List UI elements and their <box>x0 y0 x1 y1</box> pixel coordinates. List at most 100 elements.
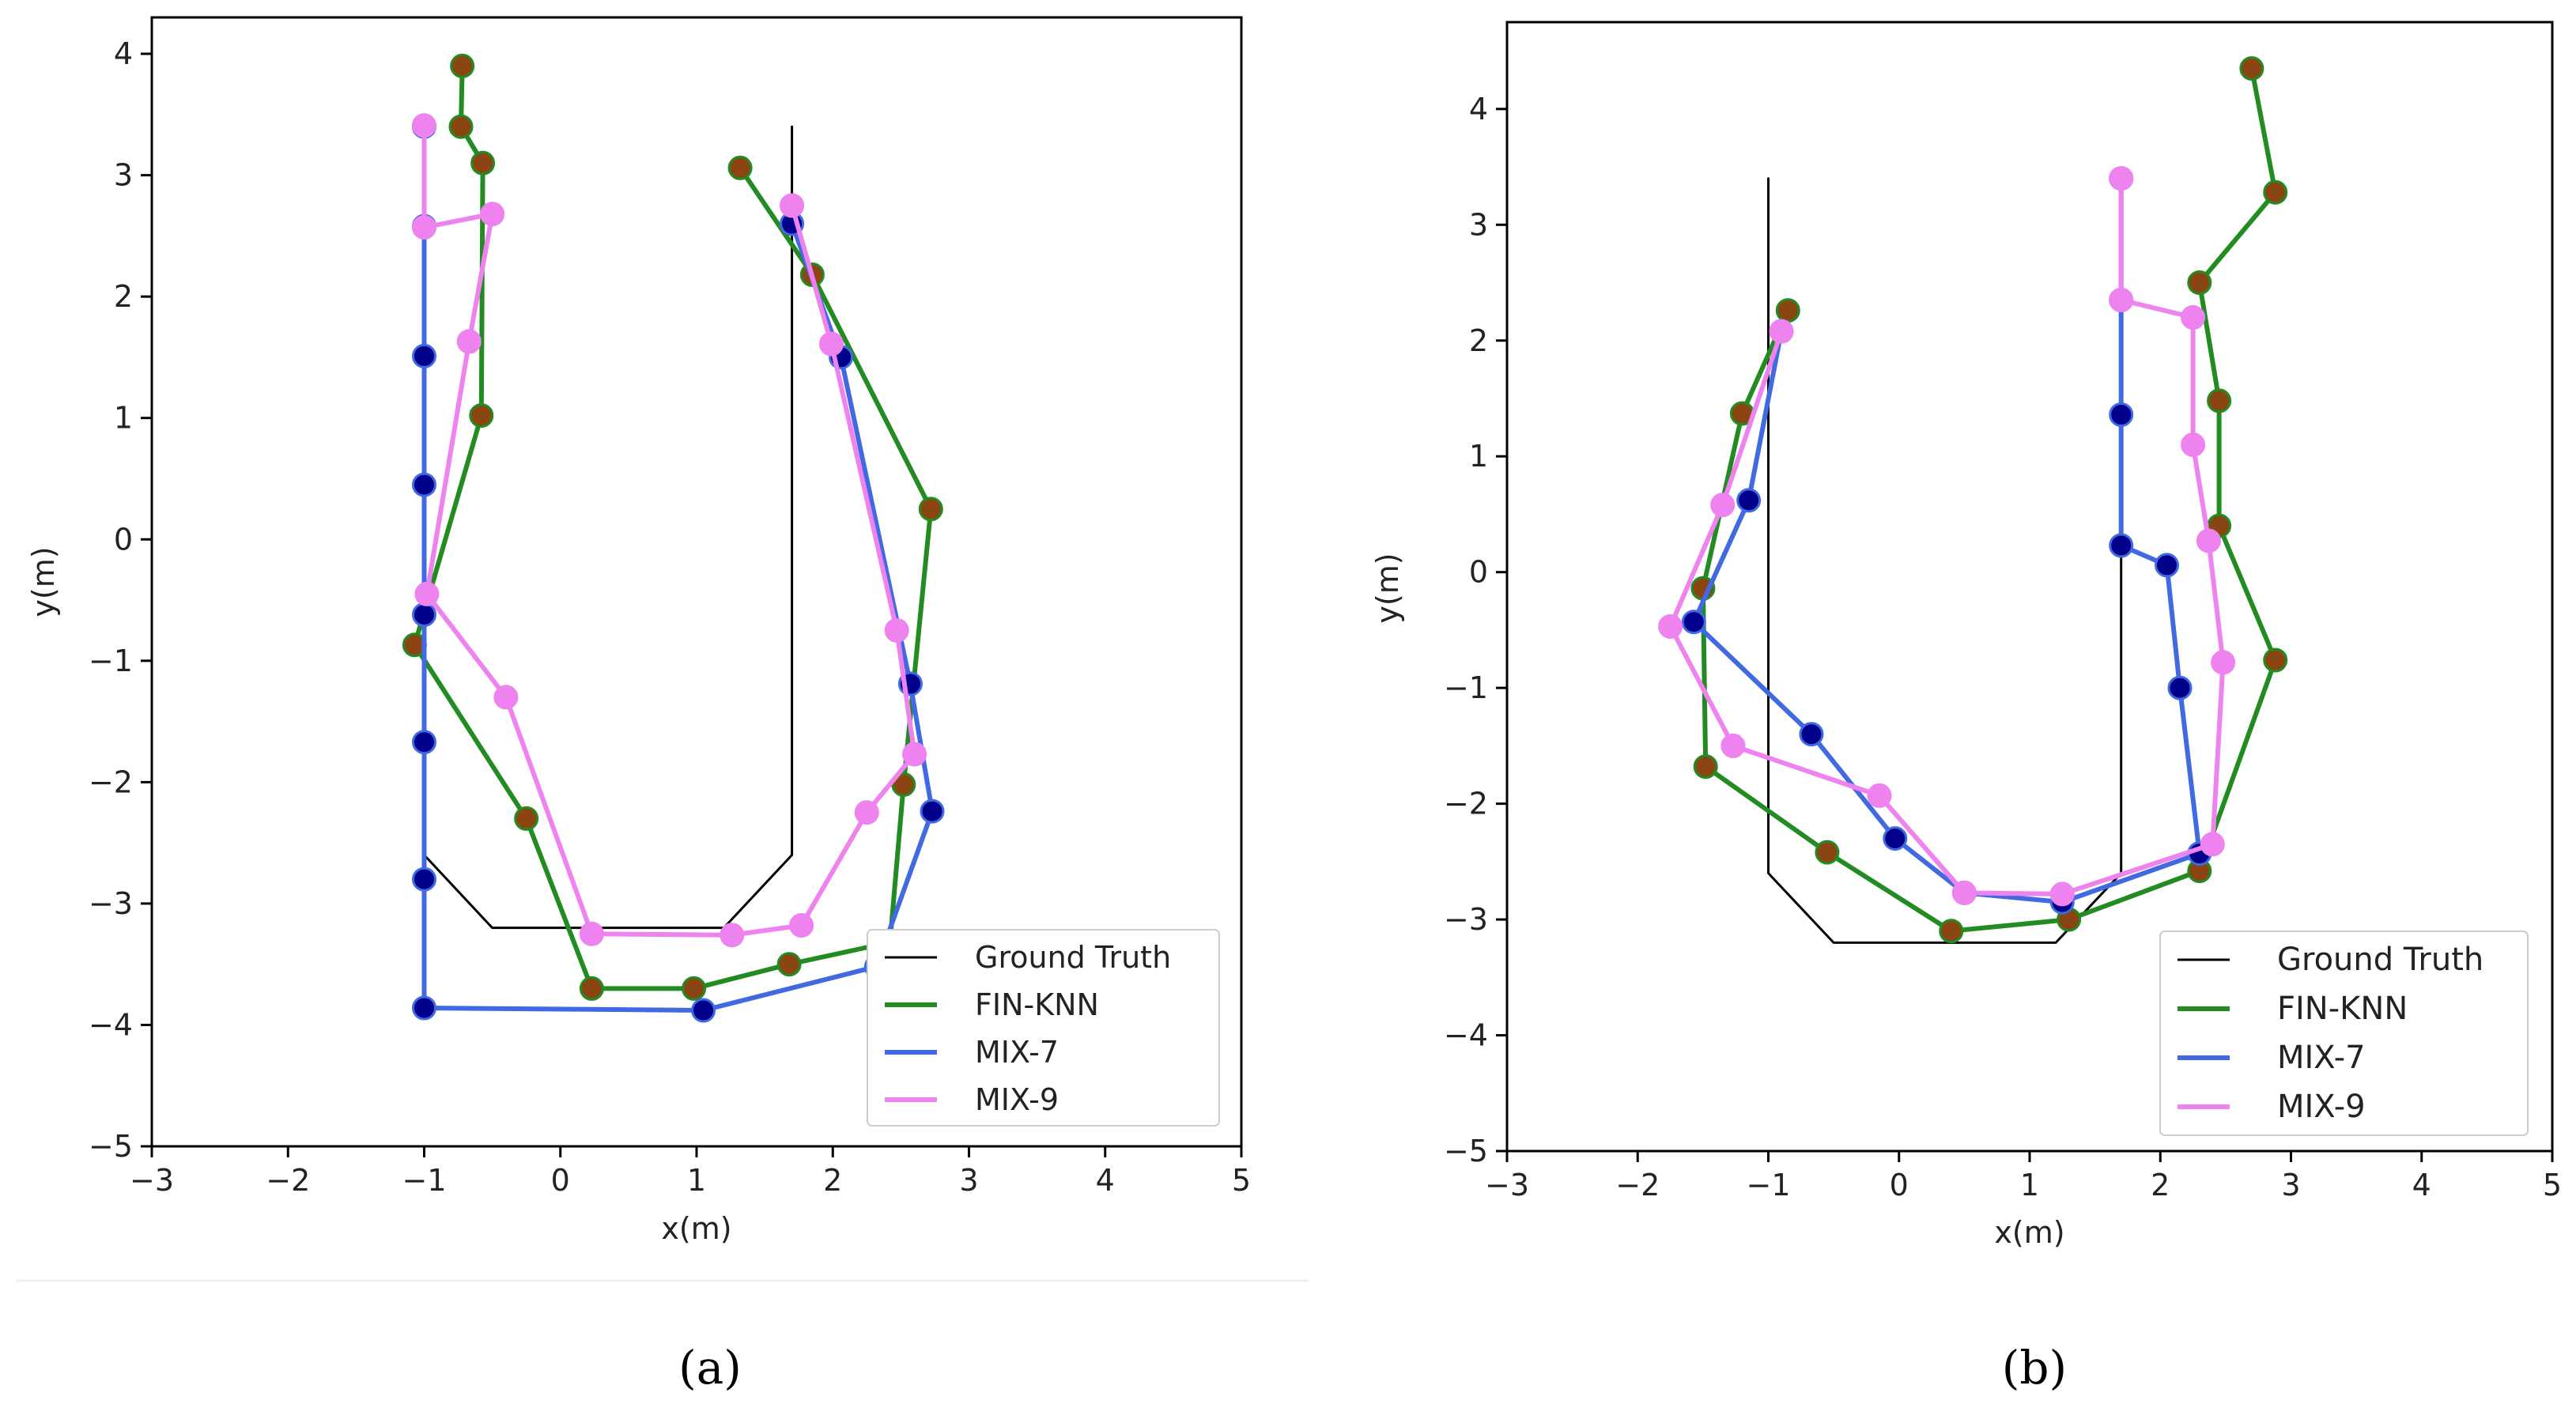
data-point-mix7 <box>1681 610 1706 635</box>
y-tick-label: −4 <box>1444 1018 1488 1053</box>
data-point-mix9 <box>2211 650 2236 675</box>
x-tick-label: 2 <box>2151 1168 2170 1202</box>
series-line-mix7 <box>1691 176 2202 905</box>
series-layer <box>402 53 945 1023</box>
y-tick-label: 2 <box>114 279 133 314</box>
data-point-mix7 <box>412 472 436 497</box>
data-point-fin <box>448 114 474 139</box>
y-tick-label: 3 <box>1469 207 1488 242</box>
x-tick-label: 0 <box>551 1163 570 1198</box>
data-point-mix7 <box>412 343 436 368</box>
data-point-fin <box>727 155 753 180</box>
y-tick-label: −4 <box>89 1007 133 1042</box>
x-tick-label: 1 <box>687 1163 706 1198</box>
y-tick-label: −5 <box>89 1129 133 1164</box>
y-tick-label: −1 <box>1444 670 1488 705</box>
series-line-mix9 <box>421 123 917 938</box>
data-point-mix7 <box>412 602 436 627</box>
data-point-mix9 <box>1658 614 1683 639</box>
data-point-fin <box>682 976 707 1001</box>
y-tick-label: 1 <box>114 401 133 436</box>
y-tick-label: 4 <box>114 36 133 71</box>
data-point-mix9 <box>789 913 814 938</box>
data-point-fin <box>450 53 475 78</box>
data-point-mix7 <box>2109 533 2134 558</box>
series-layer <box>1658 56 2288 944</box>
data-point-mix9 <box>1951 880 1977 905</box>
x-tick-label: −1 <box>402 1163 446 1198</box>
x-tick-label: 2 <box>823 1163 842 1198</box>
panel-label-b: (b) <box>2002 1341 2067 1395</box>
x-tick-label: 0 <box>1890 1168 1909 1202</box>
legend-label-fin-knn: FIN-KNN <box>975 987 1099 1022</box>
y-tick-label: 0 <box>1469 555 1488 590</box>
data-point-mix7 <box>2155 553 2179 578</box>
x-axis-label: x(m) <box>1994 1215 2064 1250</box>
data-point-mix9 <box>412 215 436 240</box>
x-tick-label: 1 <box>2020 1168 2039 1202</box>
data-point-mix9 <box>2200 832 2225 857</box>
x-tick-label: 5 <box>2543 1168 2562 1202</box>
y-tick-label: −5 <box>1444 1134 1488 1168</box>
legend-frame <box>2159 930 2529 1136</box>
series-line-fin <box>412 63 934 991</box>
x-tick-label: −2 <box>1615 1168 1660 1202</box>
data-point-mix9 <box>579 921 604 946</box>
legend-label-mix-7: MIX-7 <box>2277 1040 2366 1076</box>
x-tick-label: 5 <box>1232 1163 1251 1198</box>
y-axis-label: y(m) <box>26 546 61 617</box>
x-tick-label: 4 <box>2412 1168 2431 1202</box>
y-axis-label: y(m) <box>1370 553 1405 623</box>
data-point-mix7 <box>2109 402 2134 427</box>
data-point-mix9 <box>854 800 879 825</box>
data-point-mix9 <box>480 202 505 227</box>
series-line-mix7 <box>421 124 935 1013</box>
data-point-mix7 <box>412 866 436 892</box>
y-tick-label: 4 <box>1469 92 1488 126</box>
x-tick-label: 4 <box>1096 1163 1115 1198</box>
data-point-fin <box>776 952 802 977</box>
data-point-mix9 <box>493 685 519 710</box>
data-point-mix9 <box>2109 288 2134 312</box>
legend: Ground Truth FIN-KNN MIX-7 MIX-9 <box>2159 930 2529 1136</box>
x-tick-label: −3 <box>1485 1168 1529 1202</box>
data-point-mix9 <box>884 617 909 643</box>
data-point-mix9 <box>780 193 805 218</box>
x-tick-label: −3 <box>130 1163 174 1198</box>
data-point-fin <box>1815 840 1840 865</box>
data-point-mix7 <box>412 730 436 755</box>
x-tick-label: −2 <box>266 1163 310 1198</box>
panel-label-a: (a) <box>678 1341 742 1395</box>
legend: Ground Truth FIN-KNN MIX-7 MIX-9 <box>867 929 1220 1127</box>
data-point-mix7 <box>2167 675 2193 700</box>
data-point-fin <box>514 806 539 831</box>
y-tick-label: 1 <box>1469 439 1488 474</box>
y-tick-label: −3 <box>89 886 133 921</box>
y-tick-label: −2 <box>1444 787 1488 821</box>
data-point-mix9 <box>2181 305 2206 330</box>
data-point-mix9 <box>2049 881 2075 907</box>
data-point-mix9 <box>819 331 844 357</box>
data-point-mix9 <box>414 581 440 606</box>
x-tick-label: −1 <box>1746 1168 1790 1202</box>
legend-label-mix-7: MIX-7 <box>975 1035 1059 1070</box>
data-point-mix7 <box>1736 488 1762 513</box>
data-point-mix9 <box>1867 783 1892 808</box>
data-point-mix7 <box>1883 826 1908 851</box>
data-point-mix9 <box>2109 166 2134 191</box>
data-point-mix7 <box>412 995 436 1021</box>
data-point-fin <box>1693 754 1718 779</box>
series-line-mix9 <box>1668 176 2226 897</box>
panel-b: −3 −2 −1 0 1 2 3 4 5 −5 −4 −3 −2 −1 0 1 2 3 4 x(m) y(m) G… <box>1370 21 2562 1395</box>
data-point-fin <box>1775 298 1800 323</box>
legend-label-mix-9: MIX-9 <box>2277 1089 2366 1125</box>
data-point-mix9 <box>902 742 927 767</box>
y-tick-label: 0 <box>114 522 133 557</box>
data-point-mix9 <box>1720 733 1746 758</box>
y-ticks: −5 −4 −3 −2 −1 0 1 2 3 4 <box>89 36 152 1164</box>
x-ticks: −3 −2 −1 0 1 2 3 4 5 <box>1485 1151 2562 1202</box>
legend-label-mix-9: MIX-9 <box>975 1082 1059 1117</box>
data-point-fin <box>470 150 496 176</box>
data-point-mix9 <box>720 923 745 948</box>
